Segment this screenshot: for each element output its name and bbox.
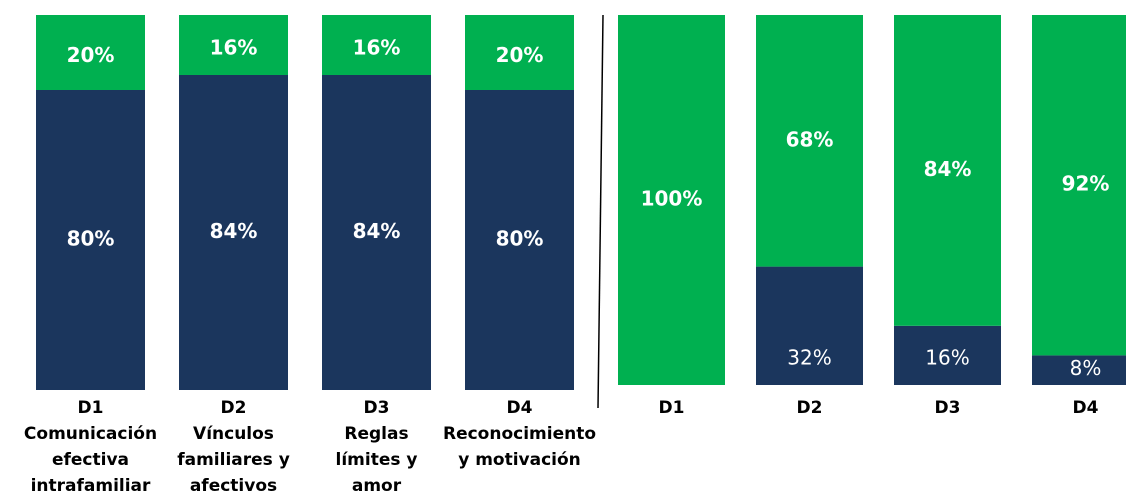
category-label: D2: [796, 398, 823, 418]
data-label: 32%: [787, 346, 831, 370]
bar-segment: [756, 15, 863, 267]
bar-segment: [1032, 355, 1126, 385]
divider: [597, 14, 604, 409]
data-label: 84%: [924, 157, 972, 181]
bar-segment: [894, 15, 1001, 326]
category-label: D4 Reconocimiento y motivación: [442, 398, 597, 470]
category-label: D3 Reglas límites y amor: [335, 398, 418, 496]
data-label: 92%: [1062, 172, 1110, 196]
data-label: 16%: [353, 36, 401, 60]
bar-segment: [36, 15, 145, 90]
category-label: D4: [1072, 398, 1099, 418]
data-label: 68%: [786, 127, 834, 151]
bar-segment: [756, 266, 863, 385]
bar-segment: [322, 75, 431, 390]
bar-segment: [179, 15, 288, 75]
data-label: 16%: [210, 36, 258, 60]
bar-segment: [618, 15, 725, 385]
bar-segment: [894, 325, 1001, 385]
data-label: 20%: [496, 43, 544, 67]
data-label: 8%: [1070, 356, 1102, 380]
bar-segment: [465, 15, 574, 90]
data-label: 84%: [353, 219, 401, 243]
category-label: D1 Comunicación efectiva intrafamiliar: [23, 398, 158, 496]
bar-segment: [465, 90, 574, 390]
data-label: 80%: [496, 227, 544, 251]
category-label: D1: [658, 398, 685, 418]
data-label: 100%: [641, 187, 703, 211]
bar-segment: [1032, 15, 1126, 356]
data-label: 80%: [67, 227, 115, 251]
data-label: 16%: [925, 346, 969, 370]
bar-segment: [322, 15, 431, 75]
category-label: D2 Vínculos familiares y afectivos: [177, 398, 290, 496]
bar-segment: [36, 90, 145, 390]
data-label: 20%: [67, 43, 115, 67]
category-label: D3: [934, 398, 961, 418]
data-label: 84%: [210, 219, 258, 243]
bar-segment: [179, 75, 288, 390]
